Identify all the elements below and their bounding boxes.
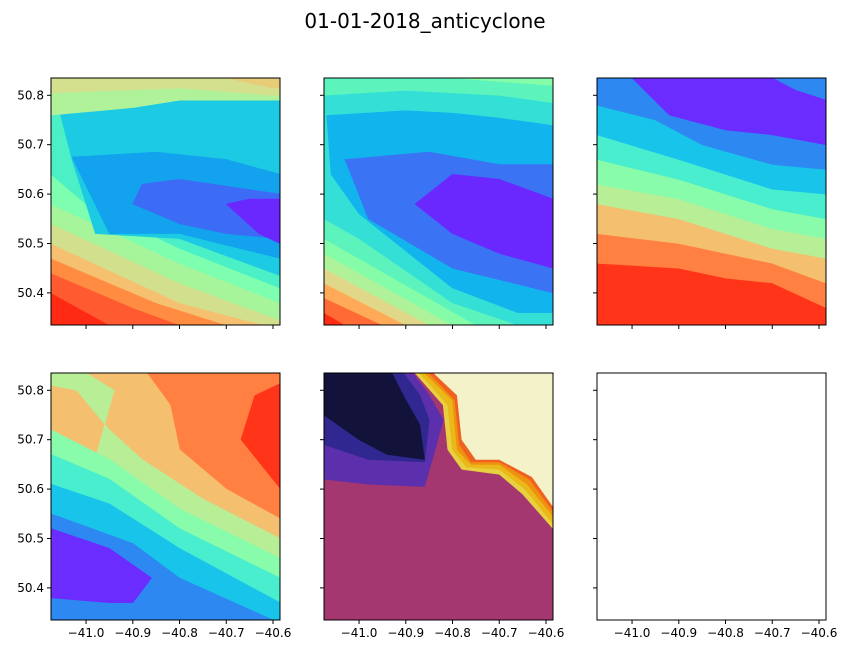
subplot-5: −41.0 −40.9 −40.8 −40.7 −40.6 <box>320 372 565 640</box>
subplot-5-frame <box>323 372 554 621</box>
x-tick-label: −40.9 <box>387 626 424 640</box>
contour-band-13 <box>452 78 553 86</box>
contour-band-14 <box>226 78 280 89</box>
y-tick-label: 50.6 <box>17 482 44 496</box>
x-tick-label: −40.8 <box>434 626 471 640</box>
subplot-4: −41.0 −40.9 −40.8 −40.7 −40.6 50.4 50.5 50.6 50.… <box>17 372 292 640</box>
contour-fills <box>51 373 280 620</box>
y-tick-label: 50.7 <box>17 138 44 152</box>
y-tick-label: 50.8 <box>17 383 44 397</box>
x-tick-label: −40.7 <box>208 626 245 640</box>
contour-band-8 <box>631 78 826 146</box>
y-tick-label: 50.7 <box>17 433 44 447</box>
contour-band-9 <box>790 78 826 91</box>
figure-title: 01-01-2018_anticyclone <box>304 9 545 33</box>
subplot-6-frame <box>596 372 827 621</box>
contour-band-13 <box>51 78 280 96</box>
subplot-1: 50.4 50.5 50.6 50.7 50.8 <box>17 77 281 329</box>
x-tick-label: −41.0 <box>341 626 378 640</box>
contour-band-12 <box>324 78 553 104</box>
contour-band-10 <box>132 178 280 239</box>
x-tick-label: −40.9 <box>114 626 151 640</box>
x-tick-label: −41.0 <box>68 626 105 640</box>
subplot-6: −41.0 −40.9 −40.8 −40.7 −40.6 <box>593 372 838 640</box>
y-tick-label: 50.4 <box>17 286 44 300</box>
contour-fills <box>324 78 553 325</box>
x-tick-label: −40.6 <box>801 626 838 640</box>
x-tick-label: −40.8 <box>707 626 744 640</box>
subplot-1-frame <box>50 77 281 326</box>
subplot-3-frame <box>596 77 827 326</box>
contour-band-8 <box>51 528 152 604</box>
x-tick-label: −40.8 <box>161 626 198 640</box>
y-tick-label: 50.4 <box>17 581 44 595</box>
x-tick-label: −40.7 <box>754 626 791 640</box>
x-tick-label: −41.0 <box>614 626 651 640</box>
contour-fills <box>597 78 826 309</box>
contour-fills <box>51 78 280 325</box>
contour-band-10 <box>414 173 553 269</box>
y-tick-label: 50.8 <box>17 88 44 102</box>
y-tick-label: 50.6 <box>17 187 44 201</box>
contour-band-8 <box>433 373 553 507</box>
subplot-2 <box>320 77 554 329</box>
subplot-4-frame <box>50 372 281 621</box>
x-tick-label: −40.9 <box>660 626 697 640</box>
x-tick-label: −40.6 <box>528 626 565 640</box>
contour-fills <box>324 373 553 530</box>
x-tick-label: −40.7 <box>481 626 518 640</box>
subplot-grid: 50.4 50.5 50.6 50.7 50.8 −41.0 −40.9 −40.8 −40.7… <box>17 77 838 640</box>
contour-band-3 <box>324 373 425 460</box>
subplot-6-background <box>597 373 826 620</box>
x-tick-label: −40.6 <box>255 626 292 640</box>
contour-band-11 <box>225 198 280 244</box>
y-tick-label: 50.5 <box>17 531 44 545</box>
subplot-3 <box>593 77 827 329</box>
subplot-2-frame <box>323 77 554 326</box>
y-tick-label: 50.5 <box>17 236 44 250</box>
